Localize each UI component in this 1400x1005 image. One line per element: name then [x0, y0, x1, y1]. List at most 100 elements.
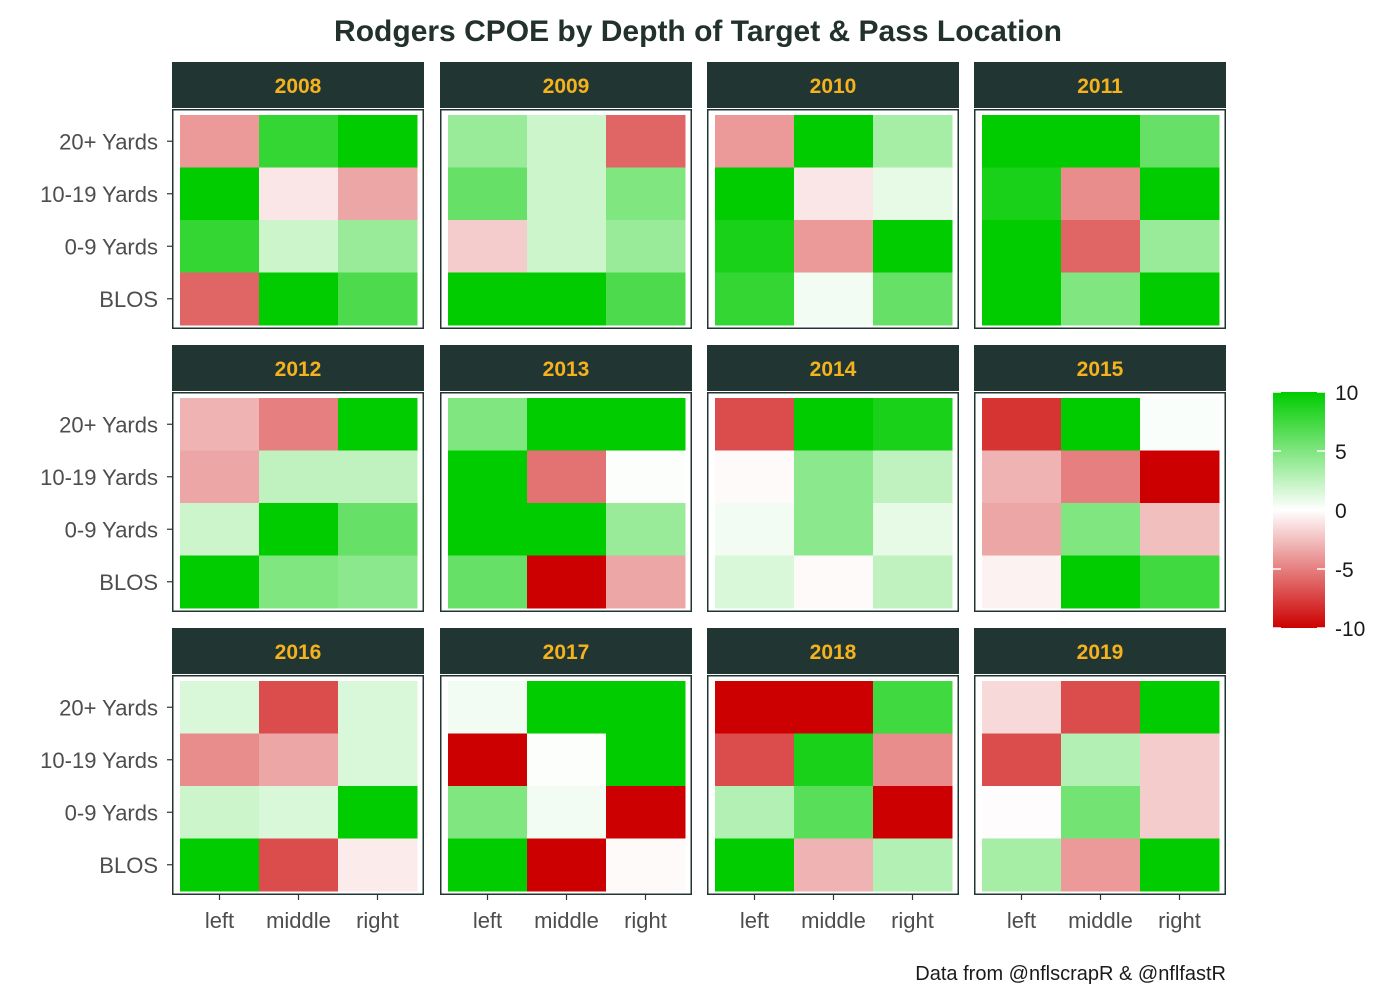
heatmap-cell [1061, 555, 1141, 609]
heatmap-cell [606, 167, 686, 221]
facet-strip-label: 2008 [275, 75, 322, 98]
heatmap-cell [1061, 450, 1141, 504]
heatmap-cell [180, 838, 260, 892]
heatmap-cell [794, 681, 874, 734]
facet-strip [440, 628, 692, 674]
heatmap-cell [259, 838, 339, 892]
heatmap-cell [448, 786, 528, 839]
heatmap-cell [448, 398, 528, 451]
panel-border [707, 109, 959, 329]
y-axis-tick-label: 20+ Yards [59, 129, 158, 154]
heatmap-cell [1140, 681, 1220, 734]
heatmap-cell [606, 272, 686, 326]
heatmap-cell [180, 272, 260, 326]
heatmap-cell [715, 681, 795, 734]
heatmap-cell [606, 681, 686, 734]
panel-border [974, 109, 1226, 329]
heatmap-cell [448, 220, 528, 273]
heatmap-cell [794, 167, 874, 221]
heatmap-cell [982, 733, 1062, 787]
heatmap-cell [873, 115, 953, 168]
x-axis-tick-label: left [740, 908, 769, 933]
heatmap-cell [794, 786, 874, 839]
heatmap-cell [873, 681, 953, 734]
x-axis-tick-label: middle [801, 908, 866, 933]
heatmap-cell [338, 838, 418, 892]
heatmap-cell [606, 115, 686, 168]
heatmap-cell [715, 503, 795, 556]
y-axis-tick-label: 10-19 Yards [40, 748, 158, 773]
heatmap-cell [794, 450, 874, 504]
heatmap-cell [527, 272, 607, 326]
heatmap-cell [873, 838, 953, 892]
heatmap-cell [982, 681, 1062, 734]
heatmap-cell [794, 555, 874, 609]
heatmap-cell [715, 167, 795, 221]
heatmap-cell [606, 733, 686, 787]
heatmap-cell [794, 220, 874, 273]
facet-strip [974, 345, 1226, 391]
facet-strip-label: 2015 [1077, 358, 1124, 381]
heatmap-cell [180, 786, 260, 839]
heatmap-cell [1061, 167, 1141, 221]
facet-panels: 2008 20+ Yards 10-19 Yards 0-9 Yards BLOS 200… [40, 62, 1226, 933]
heatmap-cell [527, 733, 607, 787]
heatmap-cell [982, 450, 1062, 504]
heatmap-cell [1140, 220, 1220, 273]
facet-2012: 2012 20+ Yards 10-19 Yards 0-9 Yards BLOS [40, 345, 424, 612]
heatmap-cell [259, 681, 339, 734]
heatmap-cell [338, 786, 418, 839]
heatmap-cell [982, 786, 1062, 839]
facet-2018: 2018 left middle right [707, 628, 959, 933]
heatmap-cell [982, 838, 1062, 892]
heatmap-cell [448, 838, 528, 892]
y-axis-tick-label: 0-9 Yards [65, 517, 158, 542]
color-legend: 10 5 0 -5 -10 [1273, 382, 1365, 641]
legend-colorbar [1273, 392, 1325, 628]
facet-2014: 2014 [707, 345, 959, 612]
facet-2016: 2016 20+ Yards 10-19 Yards 0-9 Yards BLOS lef… [40, 628, 424, 933]
heatmap-cell [982, 503, 1062, 556]
heatmap-cell [1061, 398, 1141, 451]
facet-strip [974, 62, 1226, 108]
y-axis-tick-label: 20+ Yards [59, 695, 158, 720]
y-axis-tick-label: BLOS [99, 570, 158, 595]
legend-tick-label: -10 [1335, 618, 1365, 641]
heatmap-cell [259, 733, 339, 787]
facet-strip-label: 2018 [810, 641, 857, 664]
heatmap-cell [606, 555, 686, 609]
facet-strip [440, 345, 692, 391]
heatmap-cell [527, 786, 607, 839]
panel-border [172, 109, 424, 329]
heatmap-cell [1140, 503, 1220, 556]
heatmap-cell [527, 398, 607, 451]
facet-strip-label: 2016 [275, 641, 322, 664]
panel-border [440, 109, 692, 329]
heatmap-cell [259, 503, 339, 556]
panel-border [707, 675, 959, 895]
heatmap-cell [715, 115, 795, 168]
y-axis-tick-label: BLOS [99, 287, 158, 312]
heatmap-cell [715, 272, 795, 326]
panel-border [440, 392, 692, 612]
heatmap-cell [1061, 115, 1141, 168]
heatmap-cell [338, 115, 418, 168]
heatmap-cell [982, 272, 1062, 326]
heatmap-cell [338, 555, 418, 609]
heatmap-cell [1140, 115, 1220, 168]
heatmap-cell [606, 398, 686, 451]
facet-strip-label: 2011 [1077, 75, 1123, 98]
facet-strip [974, 628, 1226, 674]
heatmap-cell [1140, 450, 1220, 504]
heatmap-cell [715, 786, 795, 839]
heatmap-cell [180, 681, 260, 734]
heatmap-cell [259, 115, 339, 168]
panel-border [440, 675, 692, 895]
heatmap-cell [606, 786, 686, 839]
heatmap-cell [448, 555, 528, 609]
heatmap-cell [873, 398, 953, 451]
facet-strip-label: 2009 [543, 75, 590, 98]
x-axis-tick-label: middle [1068, 908, 1133, 933]
heatmap-cell [873, 503, 953, 556]
x-axis-tick-label: left [473, 908, 502, 933]
